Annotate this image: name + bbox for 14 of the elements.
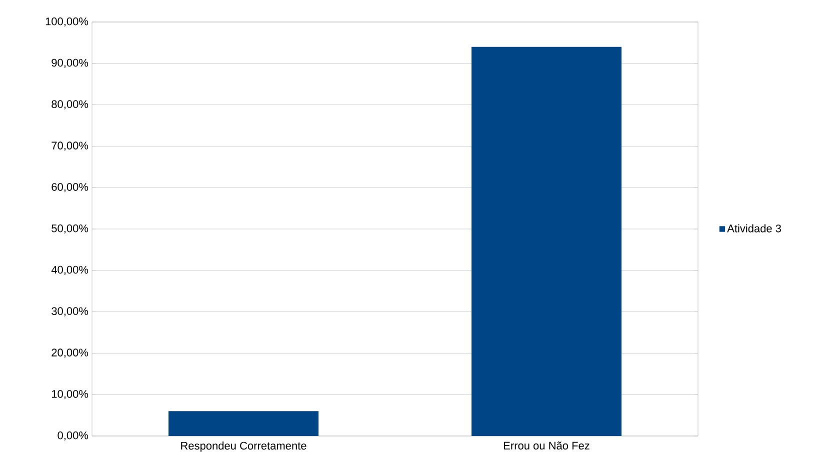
y-tick-label: 50,00% <box>52 224 88 234</box>
x-tick-label: Errou ou Não Fez <box>504 442 590 450</box>
x-tick-label: Respondeu Corretamente <box>181 442 306 452</box>
y-tick-label: 20,00% <box>52 348 88 358</box>
y-tick-label: 80,00% <box>52 100 88 110</box>
y-tick-label: 40,00% <box>51 266 88 275</box>
y-tick-label: 10,00% <box>52 390 88 400</box>
y-tick-label: 30,00% <box>52 307 88 316</box>
y-tick-label: 60,00% <box>52 183 88 192</box>
y-tick-label: 0,00% <box>58 431 88 441</box>
legend-label: Atividade 3 <box>727 224 781 232</box>
y-tick-label: 70,00% <box>52 142 88 151</box>
y-tick-label: 90,00% <box>52 58 88 68</box>
y-tick-label: 100,00% <box>46 17 88 27</box>
